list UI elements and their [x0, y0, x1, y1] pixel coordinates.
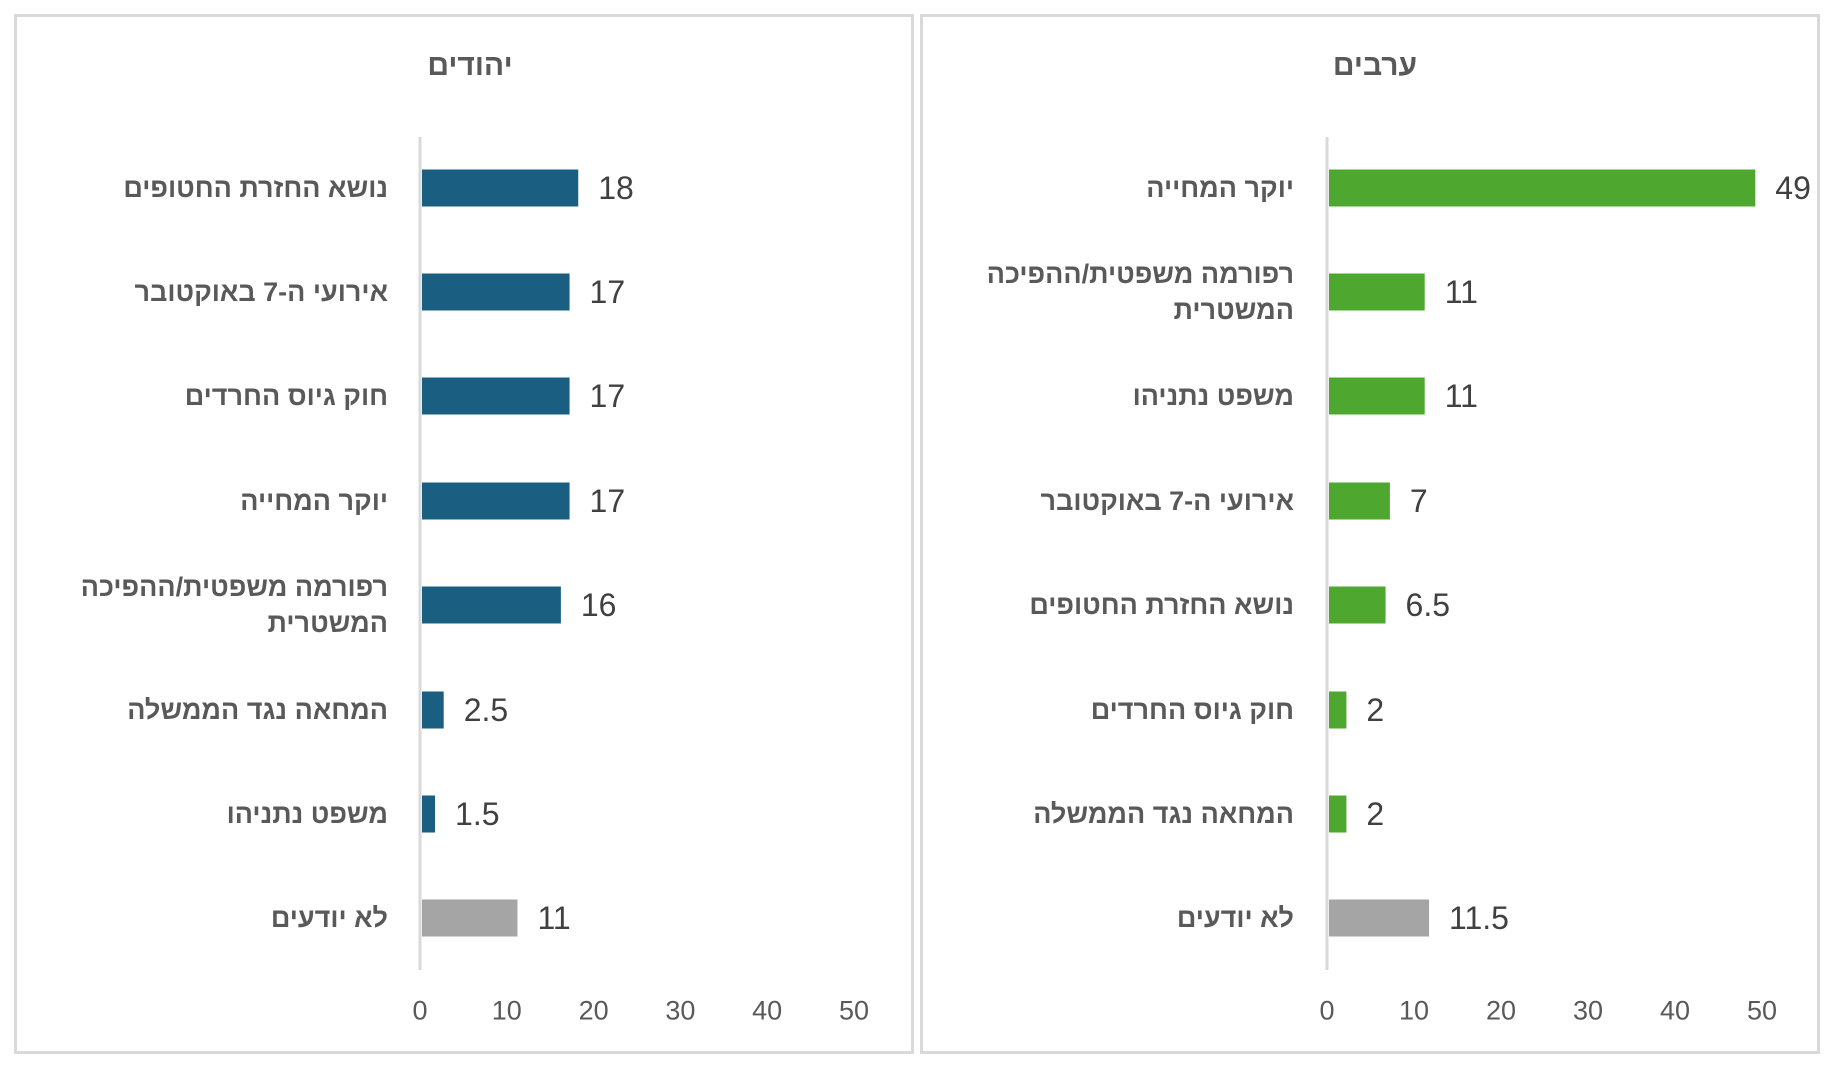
bar: [422, 795, 436, 833]
x-tick-label: 10: [491, 995, 522, 1026]
bar: [1329, 377, 1425, 415]
x-tick-label: 20: [578, 995, 609, 1026]
category-label: נושא החזרת החטופים: [123, 173, 388, 203]
data-label: 7: [1409, 483, 1428, 519]
chart-title: יהודים: [427, 49, 513, 82]
bar: [1329, 691, 1347, 729]
data-label: 1.5: [455, 796, 500, 832]
data-label: 11: [1444, 378, 1478, 414]
x-tick-label: 30: [665, 995, 696, 1026]
category-label: יוקר המחייה: [240, 486, 388, 516]
bar: [422, 691, 444, 729]
category-label: רפורמה משפטית/ההפיכה המשטרית: [986, 259, 1294, 325]
category-label: חוק גיוס החרדים: [184, 381, 388, 411]
data-label: 17: [589, 274, 626, 310]
bar: [1329, 795, 1347, 833]
category-label: משפט נתניהו: [226, 799, 388, 829]
bar: [422, 899, 518, 937]
data-label: 11.5: [1449, 900, 1509, 936]
data-label: 49: [1775, 170, 1811, 206]
x-tick-label: 40: [1659, 995, 1691, 1026]
bar: [422, 482, 570, 520]
category-label: יוקר המחייה: [1146, 173, 1294, 203]
bar: [1329, 169, 1756, 207]
category-label: רפורמה משפטית/ההפיכה המשטרית: [80, 572, 388, 638]
category-label: נושא החזרת החטופים: [1029, 590, 1294, 620]
x-tick-label: 0: [1319, 995, 1335, 1026]
bar: [1329, 899, 1430, 937]
data-label: 17: [589, 483, 626, 519]
data-label: 11: [1444, 274, 1478, 310]
category-label: המחאה נגד הממשלה: [127, 695, 388, 725]
bar: [1329, 586, 1386, 624]
x-tick-label: 10: [1398, 995, 1430, 1026]
x-tick-label: 0: [412, 995, 428, 1026]
bar: [1329, 273, 1425, 311]
category-label: חוק גיוס החרדים: [1090, 695, 1294, 725]
category-label: המחאה נגד הממשלה: [1033, 799, 1294, 829]
data-label: 2: [1366, 692, 1385, 728]
category-label: לא יודעים: [270, 903, 388, 933]
data-label: 17: [589, 378, 626, 414]
category-label: אירועי ה-7 באוקטובר: [1040, 486, 1294, 516]
bar: [422, 377, 570, 415]
bar: [422, 169, 579, 207]
data-label: 2: [1366, 796, 1385, 832]
category-label: אירועי ה-7 באוקטובר: [134, 277, 388, 307]
x-tick-label: 20: [1485, 995, 1517, 1026]
bar: [1329, 482, 1390, 520]
category-label: לא יודעים: [1176, 903, 1294, 933]
data-label: 18: [598, 170, 634, 206]
data-label: 6.5: [1405, 587, 1451, 623]
data-label: 16: [580, 587, 617, 623]
bar: [422, 586, 561, 624]
chart-title: ערבים: [1332, 49, 1418, 82]
x-tick-label: 30: [1572, 995, 1604, 1026]
x-tick-label: 50: [1746, 995, 1778, 1026]
x-tick-label: 40: [752, 995, 783, 1026]
data-label: 2.5: [463, 692, 509, 728]
bar: [422, 273, 570, 311]
category-label: משפט נתניהו: [1132, 381, 1294, 411]
data-label: 11: [537, 900, 571, 936]
x-tick-label: 50: [838, 995, 870, 1026]
